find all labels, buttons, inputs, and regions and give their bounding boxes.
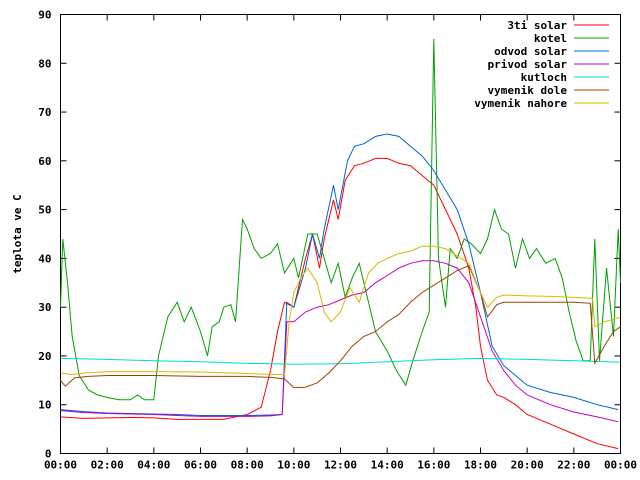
x-tick-label: 08:00 — [231, 459, 264, 472]
series-layer — [60, 38, 621, 450]
y-tick-label: 10 — [38, 399, 51, 412]
x-tick-label: 04:00 — [137, 459, 170, 472]
x-tick-label: 14:00 — [371, 459, 404, 472]
legend-label: odvod solar — [494, 45, 567, 58]
x-tick-label: 12:00 — [324, 459, 357, 472]
x-tick-label: 02:00 — [91, 459, 124, 472]
y-tick-label: 80 — [38, 57, 51, 70]
x-tick-label: 10:00 — [277, 459, 310, 472]
y-tick-label: 30 — [38, 301, 51, 314]
x-tick-label: 00:00 — [604, 459, 637, 472]
x-tick-label: 22:00 — [557, 459, 590, 472]
x-tick-label: 00:00 — [44, 459, 77, 472]
y-tick-label: 60 — [38, 155, 51, 168]
series-line-0 — [60, 157, 619, 450]
y-tick-label: 20 — [38, 350, 51, 363]
legend-label: 3ti solar — [507, 19, 567, 32]
legend-label: kotel — [534, 32, 567, 45]
series-line-5 — [60, 265, 621, 389]
x-tick-label: 20:00 — [511, 459, 544, 472]
x-tick-label: 18:00 — [464, 459, 497, 472]
y-tick-label: 50 — [38, 204, 51, 217]
legend-label: vymenik dole — [488, 84, 568, 97]
legend-label: kutloch — [521, 71, 567, 84]
y-tick-label: 0 — [45, 448, 52, 461]
y-tick-label: 40 — [38, 252, 51, 265]
y-tick-label: 90 — [38, 9, 51, 22]
y-axis-label: teplota ve C — [11, 194, 24, 273]
y-tick-label: 70 — [38, 106, 51, 119]
series-line-4 — [60, 357, 621, 365]
series-line-2 — [60, 133, 619, 416]
x-axis: 00:00 02:00 04:00 06:00 08:00 10:00 12:00 14:00… — [44, 14, 637, 472]
series-line-6 — [60, 245, 621, 376]
x-tick-label: 16:00 — [417, 459, 450, 472]
x-tick-label: 06:00 — [184, 459, 217, 472]
legend-label: vymenik nahore — [474, 97, 567, 110]
y-axis: 0 10 20 30 40 50 60 70 80 90 — [38, 9, 621, 461]
series-line-3 — [60, 260, 619, 423]
legend-label: privod solar — [488, 58, 568, 71]
